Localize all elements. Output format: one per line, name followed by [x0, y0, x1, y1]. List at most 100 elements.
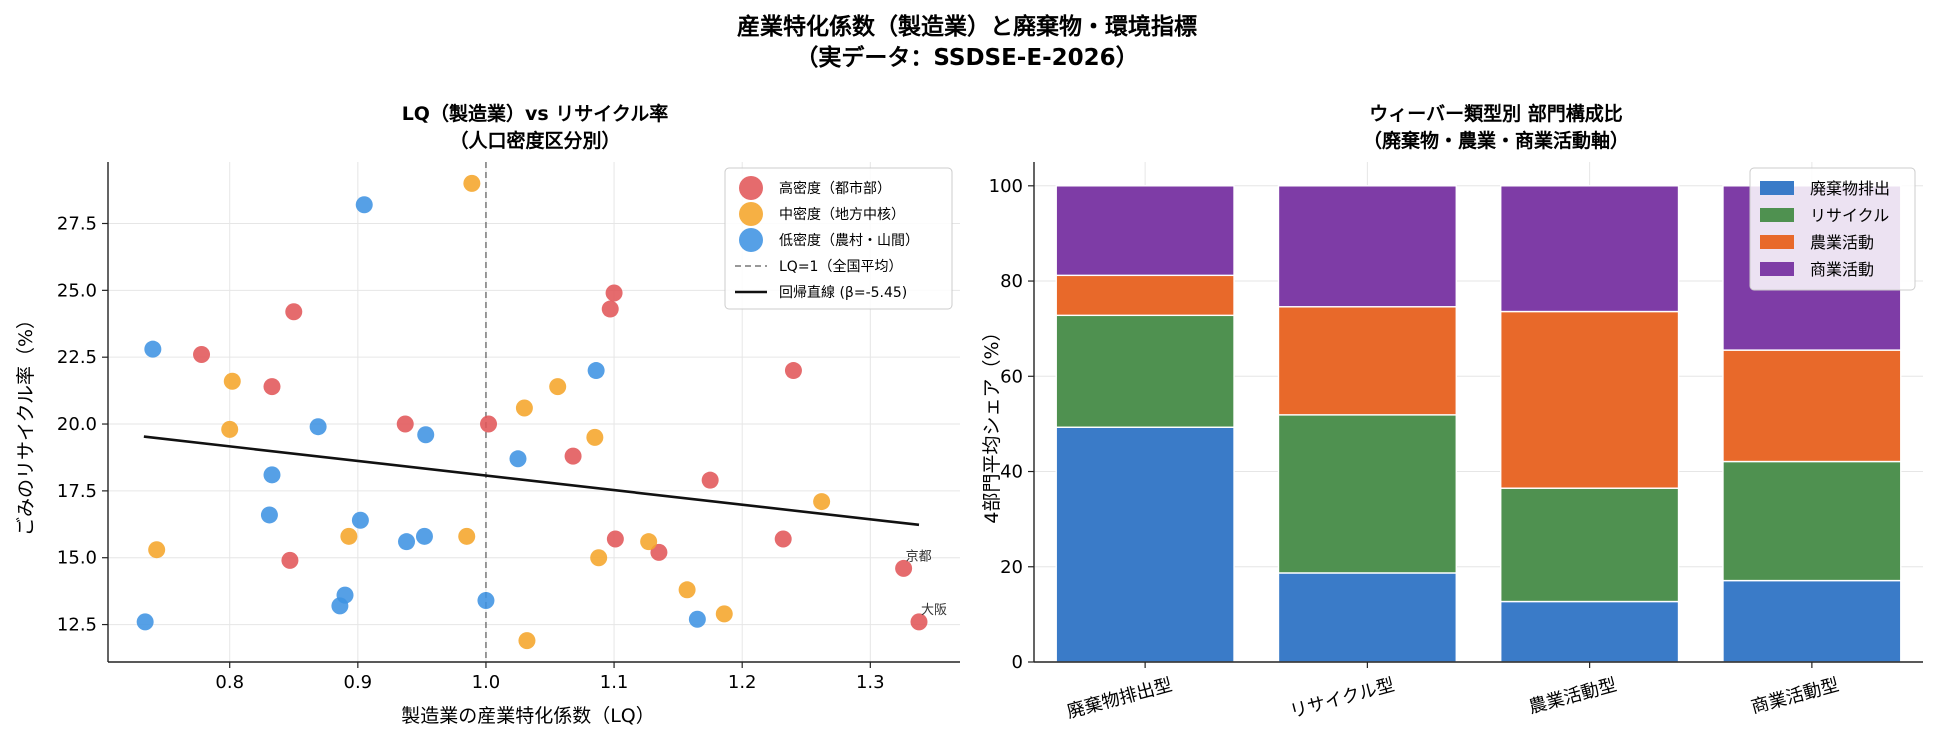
y-tick-label: 27.5	[57, 213, 97, 234]
legend-label: 中密度（地方中核）	[779, 206, 905, 223]
x-tick-label: 農業活動型	[1527, 675, 1619, 719]
scatter-point	[715, 605, 733, 623]
bar-y-ticks: 0 20 40 60 80 100	[989, 176, 1034, 673]
bar-segment	[1055, 314, 1235, 428]
scatter-point	[417, 426, 435, 444]
scatter-point	[586, 428, 604, 446]
scatter-point	[606, 530, 624, 548]
scatter-point	[549, 378, 567, 396]
scatter-point	[148, 541, 166, 559]
scatter-point	[509, 450, 527, 468]
bar-x-ticks: 廃棄物排出型 リサイクル型 農業活動型 商業活動型	[1065, 662, 1841, 723]
scatter-point	[605, 284, 623, 302]
bar-segment	[1500, 487, 1680, 603]
scatter-point	[784, 362, 802, 380]
scatter-point	[351, 511, 369, 529]
scatter-axes	[107, 162, 960, 663]
scatter-point	[336, 586, 354, 604]
scatter-title-line1: LQ（製造業）vs リサイクル率	[402, 102, 669, 125]
x-tick-label: 1.3	[856, 672, 885, 693]
scatter-point	[650, 543, 668, 561]
bar-axes	[1033, 162, 1923, 663]
legend-marker	[739, 176, 763, 200]
y-tick-label: 17.5	[57, 481, 97, 502]
scatter-point	[701, 471, 719, 489]
scatter-point	[263, 378, 281, 396]
scatter-point	[480, 415, 498, 433]
scatter-point	[910, 613, 928, 631]
scatter-point	[813, 493, 831, 511]
x-tick-label: 商業活動型	[1749, 675, 1841, 719]
scatter-point	[515, 399, 533, 417]
scatter-point	[564, 447, 582, 465]
scatter-point	[144, 340, 162, 358]
legend-swatch	[1760, 208, 1794, 222]
legend-box	[1749, 167, 1916, 291]
scatter-point	[415, 527, 433, 545]
y-tick-label: 60	[1000, 366, 1023, 387]
y-tick-label: 100	[989, 176, 1023, 197]
scatter-point	[355, 196, 373, 214]
scatter-point	[640, 533, 658, 551]
legend-label: 回帰直線 (β=-5.45)	[779, 284, 907, 301]
legend-swatch	[1760, 235, 1794, 249]
regression-line-group	[143, 435, 920, 527]
legend-label: 廃棄物排出	[1810, 179, 1890, 198]
legend-label: LQ=1（全国平均）	[779, 258, 902, 275]
legend-label: 高密度（都市部）	[779, 180, 891, 197]
y-tick-label: 15.0	[57, 548, 97, 569]
y-tick-label: 25.0	[57, 280, 97, 301]
scatter-y-ticks: 12.5 15.0 17.5 20.0 22.5 25.0 27.5	[57, 213, 108, 636]
legend-marker	[739, 202, 763, 226]
scatter-point	[263, 466, 281, 484]
legend-label: リサイクル	[1810, 206, 1889, 225]
legend-marker	[739, 228, 763, 252]
y-tick-label: 80	[1000, 271, 1023, 292]
scatter-point	[518, 632, 536, 650]
y-tick-label: 22.5	[57, 347, 97, 368]
y-tick-label: 12.5	[57, 615, 97, 636]
x-tick-label: 廃棄物排出型	[1065, 675, 1175, 723]
point-annotation: 京都	[906, 549, 932, 564]
bar-segment	[1722, 460, 1902, 582]
scatter-point	[774, 530, 792, 548]
scatter-point	[477, 592, 495, 610]
legend-swatch	[1760, 181, 1794, 195]
scatter-point	[285, 303, 303, 321]
legend-label: 商業活動	[1810, 260, 1874, 279]
bar-segment	[1055, 426, 1235, 663]
scatter-x-ticks: 0.8 0.9 1.0 1.1 1.2 1.3	[215, 662, 885, 693]
scatter-point	[281, 551, 299, 569]
figure-title-line1: 産業特化係数（製造業）と廃棄物・環境指標	[737, 13, 1197, 40]
bar-segment	[1722, 349, 1902, 463]
x-tick-label: リサイクル型	[1288, 675, 1397, 723]
point-annotation: 大阪	[921, 603, 947, 618]
scatter-points	[136, 174, 928, 650]
y-tick-label: 20	[1000, 557, 1023, 578]
x-tick-label: 1.0	[472, 672, 501, 693]
y-tick-label: 40	[1000, 462, 1023, 483]
scatter-point	[193, 346, 211, 364]
bar-segment	[1055, 185, 1235, 277]
x-tick-label: 0.9	[344, 672, 373, 693]
scatter-point	[398, 533, 416, 551]
bar-title-line1: ウィーバー類型別 部門構成比	[1369, 102, 1622, 125]
scatter-point	[601, 300, 619, 318]
scatter-point	[587, 362, 605, 380]
bar-segment	[1722, 579, 1902, 663]
scatter-legend: 高密度（都市部） 中密度（地方中核） 低密度（農村・山間） LQ=1（全国平均） 回帰直…	[724, 167, 953, 310]
bar-segment	[1500, 185, 1680, 313]
legend-label: 低密度（農村・山間）	[779, 232, 919, 249]
scatter-point	[396, 415, 414, 433]
x-tick-label: 1.2	[728, 672, 757, 693]
scatter-point	[458, 527, 476, 545]
scatter-point	[221, 420, 239, 438]
scatter-point	[340, 527, 358, 545]
bar-segment	[1500, 310, 1680, 489]
scatter-title-line2: （人口密度区分別）	[449, 129, 620, 152]
scatter-point	[463, 174, 481, 192]
x-tick-label: 1.1	[600, 672, 629, 693]
